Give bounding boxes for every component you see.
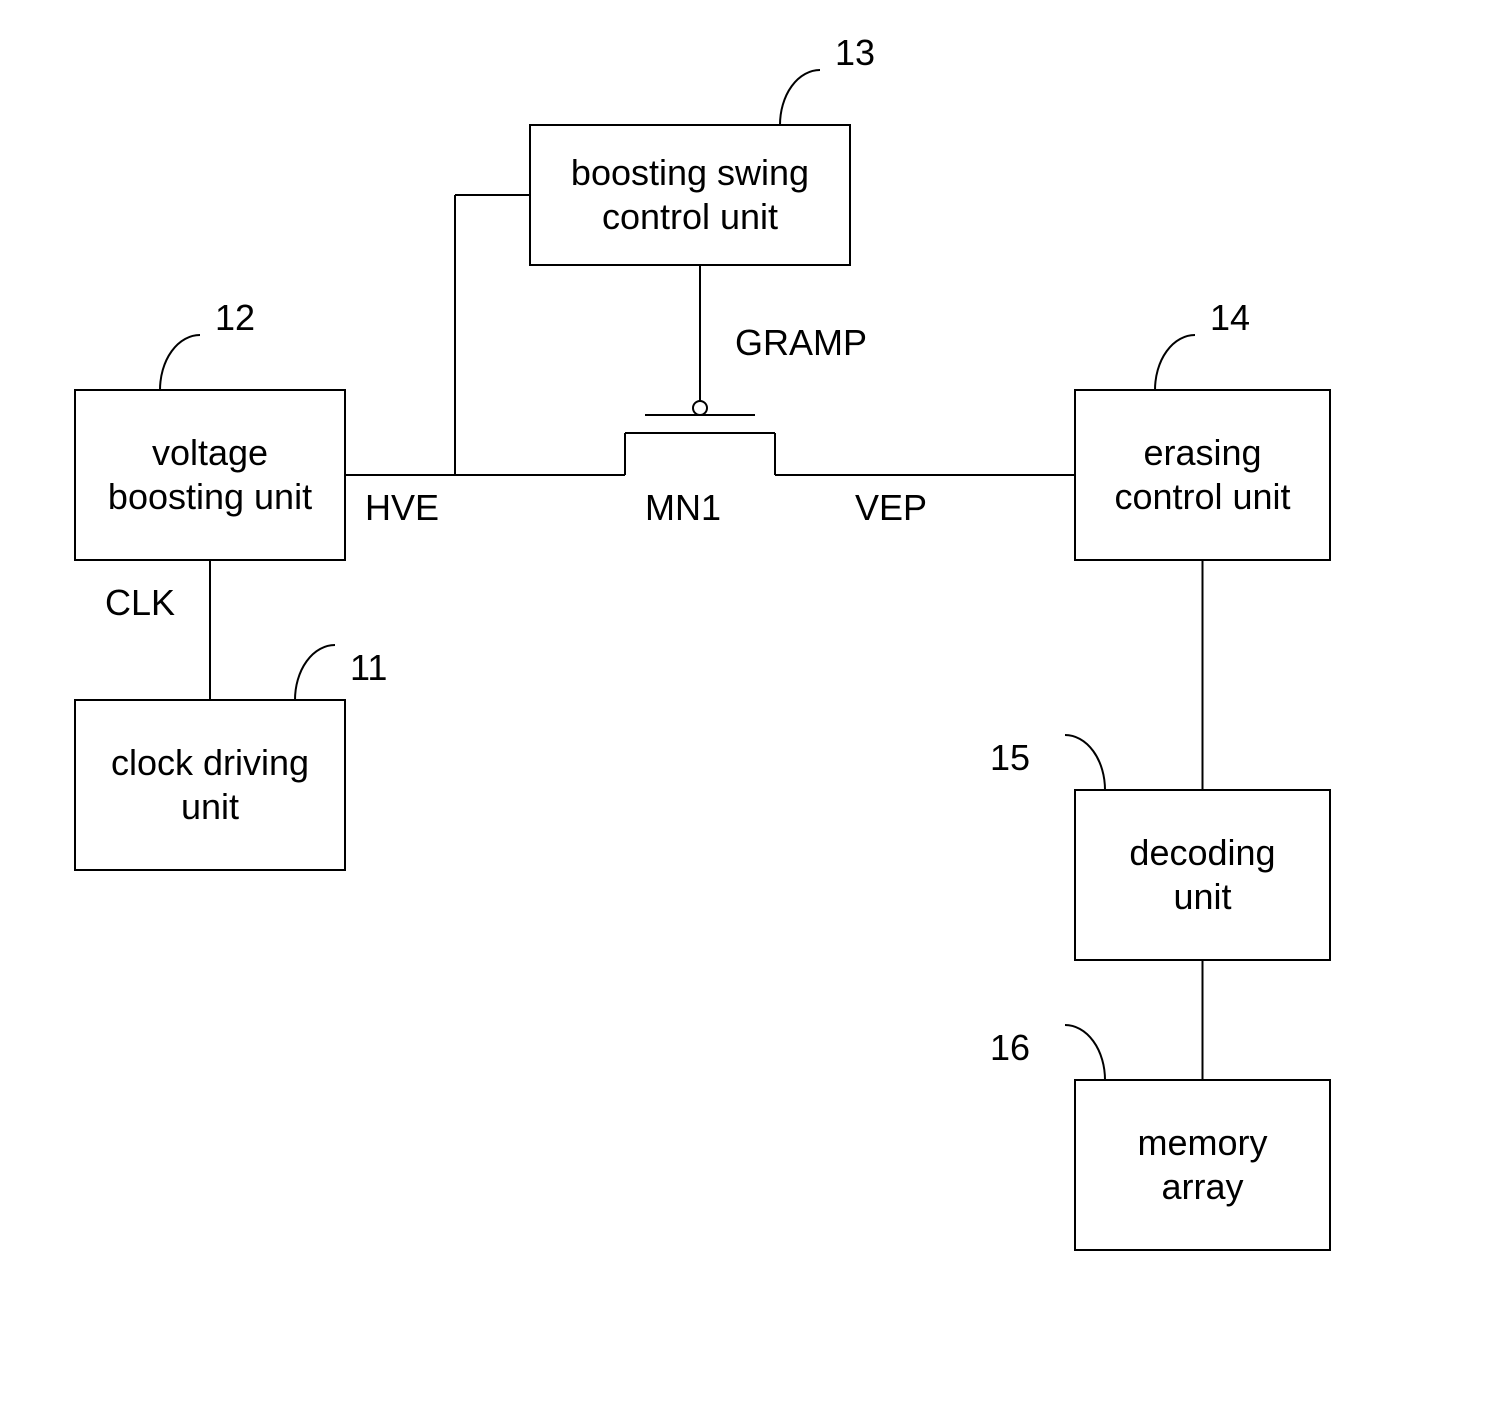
memory-array-box <box>1075 1080 1330 1250</box>
label-clk: CLK <box>105 582 175 623</box>
ref-13-leader <box>780 70 820 125</box>
ref-14-ref: 14 <box>1210 297 1250 338</box>
label-gramp: GRAMP <box>735 322 867 363</box>
memory-array-label2: array <box>1161 1166 1243 1207</box>
pmos-bubble <box>693 401 707 415</box>
clock-driving-unit-box <box>75 700 345 870</box>
clock-driving-unit-label: clock driving <box>111 742 309 783</box>
ref-14-leader <box>1155 335 1195 390</box>
ref-12-ref: 12 <box>215 297 255 338</box>
block-diagram: clock drivingunitvoltageboosting unitboo… <box>0 0 1500 1422</box>
voltage-boosting-unit-label: voltage <box>152 432 268 473</box>
boosting-swing-control-unit-label2: control unit <box>602 196 778 237</box>
erasing-control-unit-box <box>1075 390 1330 560</box>
clock-driving-unit-label2: unit <box>181 786 239 827</box>
boosting-swing-control-unit-label: boosting swing <box>571 152 809 193</box>
ref-11-ref: 11 <box>350 647 387 688</box>
decoding-unit-box <box>1075 790 1330 960</box>
label-vep: VEP <box>855 487 927 528</box>
ref-15-ref: 15 <box>990 737 1030 778</box>
ref-12-leader <box>160 335 200 390</box>
erasing-control-unit-label: erasing <box>1143 432 1261 473</box>
ref-15-leader <box>1065 735 1105 790</box>
ref-11-leader <box>295 645 335 700</box>
ref-16-leader <box>1065 1025 1105 1080</box>
voltage-boosting-unit-box <box>75 390 345 560</box>
decoding-unit-label2: unit <box>1173 876 1231 917</box>
memory-array-label: memory <box>1137 1122 1267 1163</box>
label-mn1: MN1 <box>645 487 721 528</box>
ref-16-ref: 16 <box>990 1027 1030 1068</box>
ref-13-ref: 13 <box>835 32 875 73</box>
voltage-boosting-unit-label2: boosting unit <box>108 476 312 517</box>
decoding-unit-label: decoding <box>1129 832 1275 873</box>
erasing-control-unit-label2: control unit <box>1114 476 1290 517</box>
label-hve: HVE <box>365 487 439 528</box>
boosting-swing-control-unit-box <box>530 125 850 265</box>
